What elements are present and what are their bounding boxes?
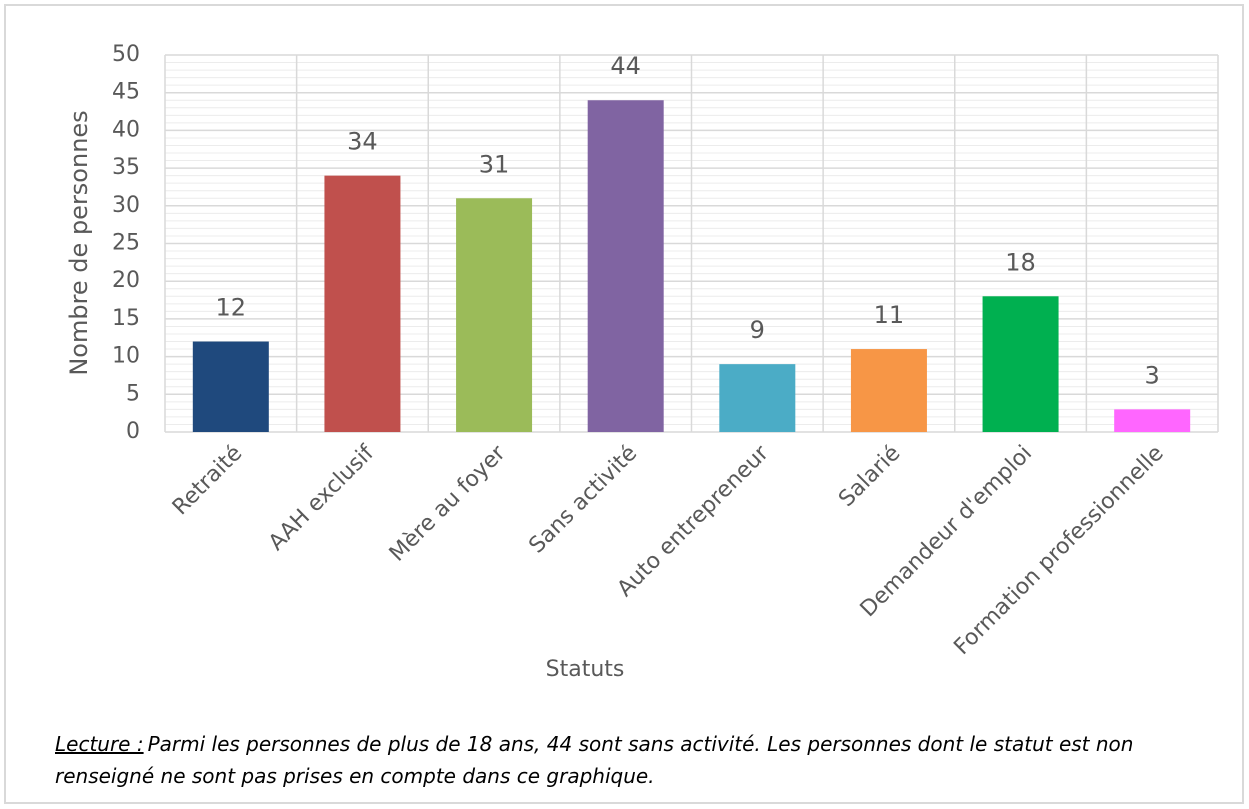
y-tick-label: 35 [112, 155, 140, 180]
data-label: 11 [874, 301, 905, 329]
x-tick-label: Sans activité [524, 441, 642, 559]
x-tick-label: Mère au foyer [385, 440, 511, 566]
y-tick-label: 45 [112, 80, 140, 105]
data-label: 31 [479, 150, 510, 178]
x-tick-label: Formation professionnelle [949, 441, 1168, 660]
bar [850, 349, 927, 432]
y-tick-label: 10 [112, 344, 140, 369]
frame [4, 4, 1244, 804]
data-label: 9 [750, 316, 765, 344]
caption-label: Lecture : [55, 732, 144, 756]
bar [719, 364, 796, 432]
y-tick-label: 40 [112, 117, 140, 142]
caption: Lecture : Parmi les personnes de plus de … [55, 728, 1215, 792]
data-label: 12 [216, 294, 247, 322]
data-label: 34 [347, 128, 378, 156]
data-label: 3 [1145, 361, 1160, 389]
y-tick-label: 0 [126, 419, 140, 444]
x-tick-label: Salarié [834, 441, 905, 512]
x-tick-label: AAH exclusif [264, 440, 380, 556]
bar [456, 198, 533, 432]
bar [192, 341, 269, 432]
x-tick-label: Retraité [168, 441, 247, 520]
bar [587, 100, 664, 433]
y-tick-label: 5 [126, 381, 140, 406]
y-tick-label: 20 [112, 268, 140, 293]
x-axis-title: Statuts [546, 657, 625, 682]
caption-text: Parmi les personnes de plus de 18 ans, 4… [55, 732, 1134, 788]
x-tick-label: Auto entrepreneur [613, 440, 775, 602]
data-label: 18 [1005, 248, 1036, 276]
bar [324, 175, 401, 432]
y-tick-label: 50 [112, 42, 140, 67]
y-axis-title: Nombre de personnes [65, 110, 93, 375]
y-tick-label: 25 [112, 231, 140, 256]
bar [982, 296, 1059, 432]
y-tick-label: 15 [112, 306, 140, 331]
y-tick-label: 30 [112, 193, 140, 218]
bar [1114, 409, 1191, 432]
data-label: 44 [610, 52, 641, 80]
